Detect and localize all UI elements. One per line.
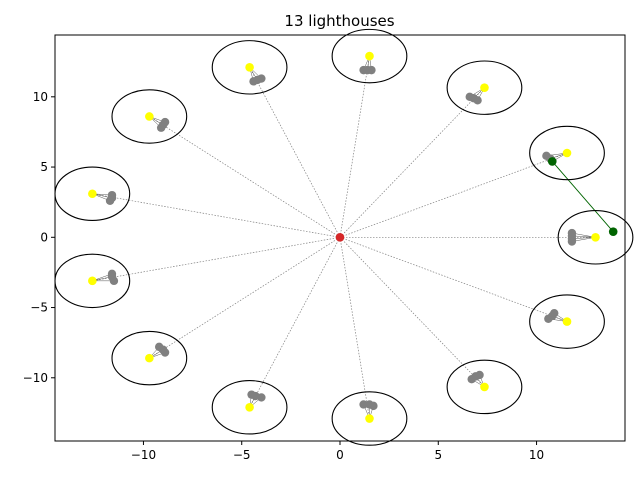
cluster-point-9-2	[257, 393, 266, 402]
x-tick-label-3: 5	[434, 448, 442, 462]
highlight-path	[551, 161, 614, 232]
guide-line-10	[339, 237, 370, 419]
guide-line-4	[249, 67, 341, 238]
lighthouse-point-2	[480, 83, 489, 92]
x-tick-label-0: −10	[131, 448, 156, 462]
cluster-point-5-2	[160, 117, 170, 127]
lighthouse-point-0	[591, 232, 600, 242]
y-tick-label-0: −10	[23, 371, 48, 385]
lighthouse-ring-8	[111, 330, 188, 386]
lighthouse-point-11	[480, 382, 489, 392]
guide-line-9	[249, 237, 341, 408]
lighthouse-point-3	[365, 51, 374, 61]
lighthouse-ring-2	[446, 60, 523, 115]
guide-line-3	[339, 56, 370, 238]
cluster-point-7-2	[109, 276, 119, 286]
center-point	[335, 232, 345, 242]
lighthouse-point-4	[245, 63, 254, 72]
lighthouse-ring-0	[557, 210, 634, 265]
lighthouse-point-8	[145, 353, 154, 363]
lighthouse-ring-11	[446, 359, 523, 415]
lighthouse-point-12	[562, 317, 572, 326]
cluster-point-2-2	[473, 96, 482, 105]
lighthouse-point-7	[88, 276, 97, 286]
x-tick-label-2: 0	[336, 448, 344, 462]
cluster-point-0-3	[567, 237, 577, 246]
lighthouse-point-6	[88, 189, 97, 199]
lighthouse-point-9	[245, 402, 254, 412]
guide-line-1	[339, 152, 568, 238]
lighthouse-ring-1	[529, 125, 605, 181]
lighthouse-ring-3	[331, 28, 408, 84]
lighthouse-ring-4	[211, 40, 288, 95]
cluster-point-10-2	[369, 401, 378, 411]
lighthouse-point-1	[562, 148, 572, 158]
x-tick-label-4: 10	[529, 448, 544, 462]
highlight-point-0	[547, 157, 557, 166]
chart-title: 13 lighthouses	[284, 12, 394, 30]
highlight-point-1	[608, 227, 618, 236]
cluster-point-8-2	[160, 348, 170, 357]
cluster-point-3-2	[367, 65, 376, 75]
y-tick-label-2: 0	[40, 230, 48, 244]
x-tick-label-1: −5	[233, 448, 251, 462]
y-tick-label-3: 5	[40, 160, 48, 174]
y-tick-label-4: 10	[33, 90, 48, 104]
cluster-point-6-2	[107, 190, 117, 200]
cluster-point-10-0	[359, 400, 368, 409]
cluster-point-11-2	[475, 370, 484, 380]
lighthouse-ring-9	[211, 380, 288, 435]
lighthouse-ring-12	[529, 294, 605, 349]
y-tick-label-1: −5	[30, 301, 48, 315]
cluster-point-4-2	[257, 74, 266, 83]
lighthouse-point-5	[145, 112, 154, 121]
plot-area	[54, 28, 634, 446]
axes: −10 −5 0 5 10 −10 −5 0 5 10	[23, 34, 626, 462]
lighthouse-ring-10	[331, 391, 408, 446]
cluster-point-12-2	[550, 308, 559, 318]
guide-line-12	[339, 236, 568, 322]
lighthouse-ring-5	[111, 89, 188, 144]
lighthouse-point-10	[365, 414, 374, 423]
